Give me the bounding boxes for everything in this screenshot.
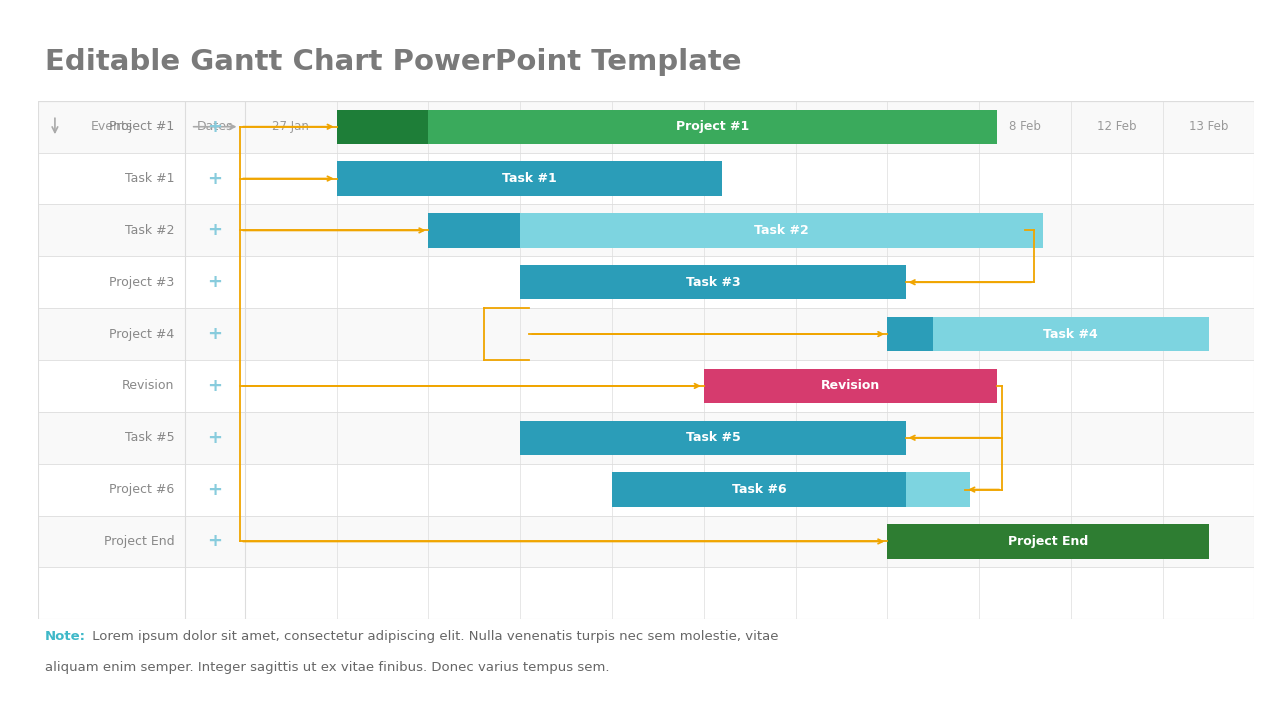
Text: Task #5: Task #5 bbox=[686, 431, 740, 444]
FancyBboxPatch shape bbox=[429, 213, 520, 248]
Text: Lorem ipsum dolor sit amet, consectetur adipiscing elit. Nulla venenatis turpis : Lorem ipsum dolor sit amet, consectetur … bbox=[88, 630, 778, 643]
Bar bbox=[38, 308, 1254, 360]
Text: Events: Events bbox=[91, 120, 133, 133]
Text: +: + bbox=[207, 481, 223, 498]
Text: +: + bbox=[207, 325, 223, 343]
Text: Editable Gantt Chart PowerPoint Template: Editable Gantt Chart PowerPoint Template bbox=[45, 48, 741, 76]
Text: 2 Feb: 2 Feb bbox=[641, 120, 673, 133]
Text: 13 Feb: 13 Feb bbox=[1189, 120, 1229, 133]
Text: Note:: Note: bbox=[45, 630, 86, 643]
Bar bbox=[38, 516, 1254, 567]
FancyBboxPatch shape bbox=[704, 369, 997, 403]
FancyBboxPatch shape bbox=[933, 317, 1208, 351]
Text: +: + bbox=[207, 221, 223, 239]
FancyBboxPatch shape bbox=[337, 161, 722, 196]
Bar bbox=[38, 101, 1254, 153]
FancyBboxPatch shape bbox=[906, 472, 970, 507]
Bar bbox=[38, 464, 1254, 516]
Text: 12 Feb: 12 Feb bbox=[1097, 120, 1137, 133]
Text: Task #5: Task #5 bbox=[124, 431, 174, 444]
Bar bbox=[38, 204, 1254, 256]
Text: Project #6: Project #6 bbox=[109, 483, 174, 496]
Text: Project #1: Project #1 bbox=[109, 120, 174, 133]
Text: Project End: Project End bbox=[1007, 535, 1088, 548]
Text: +: + bbox=[207, 117, 223, 135]
FancyBboxPatch shape bbox=[887, 317, 933, 351]
FancyBboxPatch shape bbox=[520, 420, 906, 455]
Text: Dates: Dates bbox=[197, 120, 233, 133]
Text: Task #1: Task #1 bbox=[502, 172, 557, 185]
Text: +: + bbox=[207, 532, 223, 550]
FancyBboxPatch shape bbox=[429, 109, 997, 144]
Bar bbox=[38, 360, 1254, 412]
Text: 27 Jan: 27 Jan bbox=[273, 120, 310, 133]
Text: 29 Jan: 29 Jan bbox=[456, 120, 493, 133]
Text: Task #3: Task #3 bbox=[686, 276, 740, 289]
Text: +: + bbox=[207, 377, 223, 395]
Text: +: + bbox=[207, 169, 223, 187]
Text: +: + bbox=[207, 273, 223, 291]
FancyBboxPatch shape bbox=[520, 265, 906, 300]
Bar bbox=[38, 153, 1254, 204]
Text: Project End: Project End bbox=[104, 535, 174, 548]
FancyBboxPatch shape bbox=[612, 472, 906, 507]
Text: 28 Jan: 28 Jan bbox=[365, 120, 401, 133]
FancyBboxPatch shape bbox=[520, 213, 1043, 248]
Text: Task #2: Task #2 bbox=[124, 224, 174, 237]
Text: Revision: Revision bbox=[122, 379, 174, 392]
Text: Project #1: Project #1 bbox=[676, 120, 750, 133]
Text: Task #6: Task #6 bbox=[731, 483, 786, 496]
FancyBboxPatch shape bbox=[337, 109, 429, 144]
Text: +: + bbox=[207, 428, 223, 446]
Text: Task #1: Task #1 bbox=[124, 172, 174, 185]
Text: Project #3: Project #3 bbox=[109, 276, 174, 289]
Text: 3 Feb: 3 Feb bbox=[733, 120, 765, 133]
Text: 1 Feb: 1 Feb bbox=[550, 120, 582, 133]
FancyBboxPatch shape bbox=[887, 524, 1208, 559]
Text: Task #2: Task #2 bbox=[754, 224, 809, 237]
Bar bbox=[38, 101, 1254, 153]
Text: Task #4: Task #4 bbox=[1043, 328, 1098, 341]
Text: 4 Feb: 4 Feb bbox=[826, 120, 858, 133]
Bar bbox=[38, 256, 1254, 308]
Text: 8 Feb: 8 Feb bbox=[1009, 120, 1041, 133]
Text: Revision: Revision bbox=[820, 379, 881, 392]
Text: Project #4: Project #4 bbox=[109, 328, 174, 341]
Text: 7 Feb: 7 Feb bbox=[918, 120, 950, 133]
Bar bbox=[38, 412, 1254, 464]
Text: aliquam enim semper. Integer sagittis ut ex vitae finibus. Donec varius tempus s: aliquam enim semper. Integer sagittis ut… bbox=[45, 661, 609, 674]
